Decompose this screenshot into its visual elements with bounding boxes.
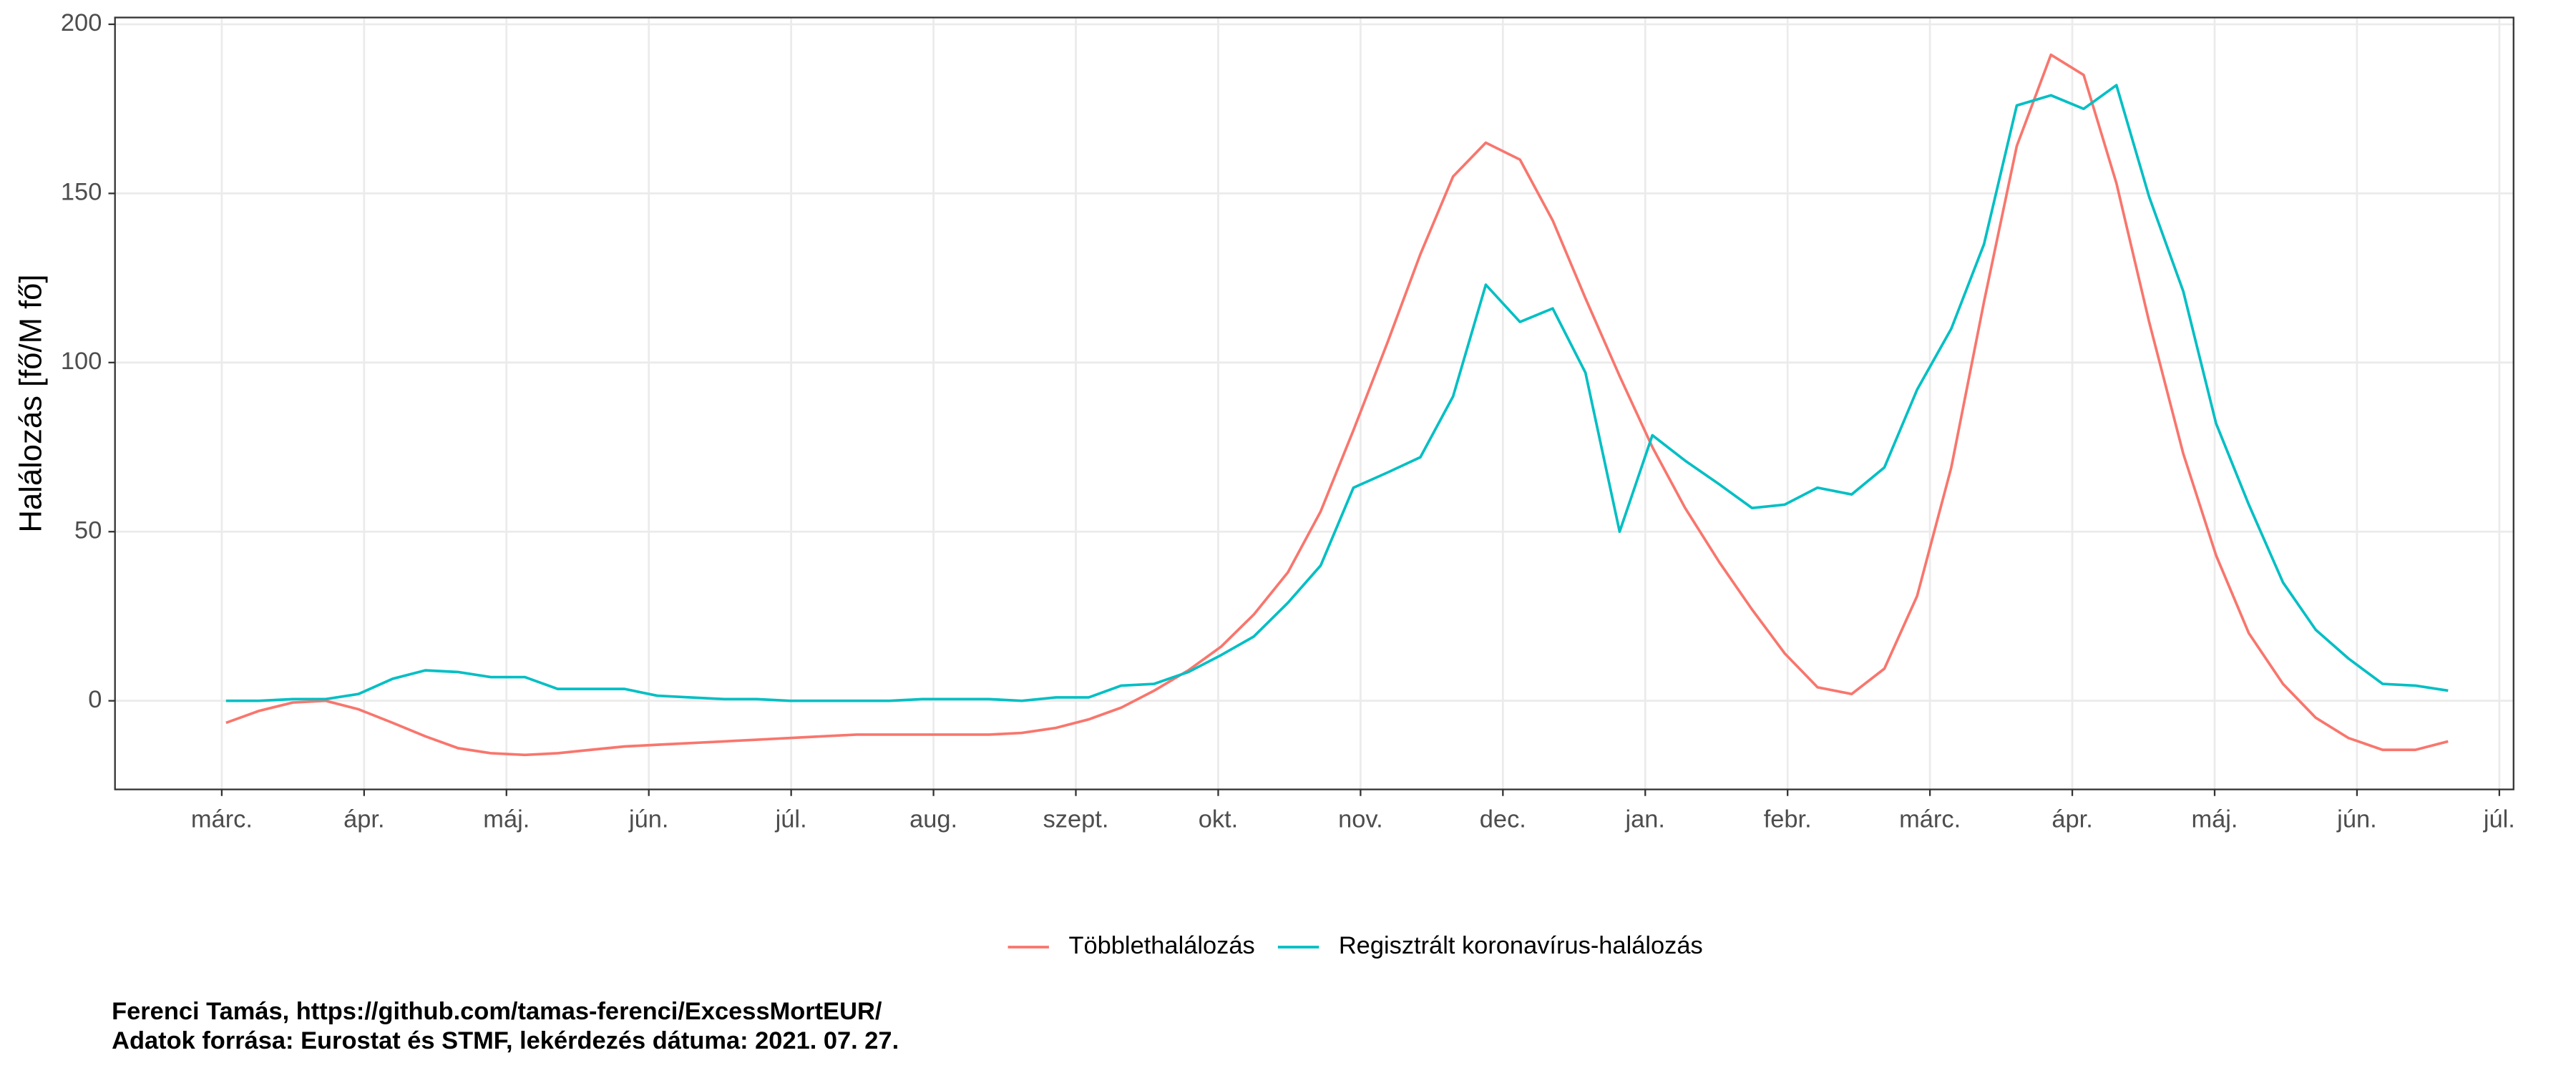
series-line	[225, 53, 2449, 757]
caption: Adatok forrása: Eurostat és STMF, lekérd…	[112, 1027, 899, 1054]
x-tick-label: ápr.	[2051, 805, 2092, 833]
x-tick-label: okt.	[1199, 805, 1238, 833]
y-tick-label: 50	[74, 516, 102, 544]
x-tick-label: júl.	[775, 805, 807, 833]
x-tick-label: máj.	[483, 805, 530, 833]
y-tick-label: 100	[61, 348, 102, 375]
plot-frame	[114, 16, 2514, 790]
x-tick-label: dec.	[1480, 805, 1526, 833]
x-tick-label: jún.	[2336, 805, 2377, 833]
x-tick-label: jún.	[628, 805, 669, 833]
x-tick-label: febr.	[1764, 805, 1812, 833]
legend-label: Többlethalálozás	[1068, 932, 1254, 959]
x-tick-label: jan.	[1625, 805, 1666, 833]
x-tick-label: márc.	[191, 805, 253, 833]
y-tick-label: 200	[61, 9, 102, 36]
series-line	[225, 84, 2449, 702]
x-tick-label: szept.	[1043, 805, 1109, 833]
x-tick-label: aug.	[909, 805, 957, 833]
x-tick-label: nov.	[1338, 805, 1383, 833]
x-tick-label: márc.	[1899, 805, 1961, 833]
legend-label: Regisztrált koronavírus-halálozás	[1339, 932, 1703, 959]
x-tick-label: ápr.	[343, 805, 384, 833]
y-axis-title: Halálozás [fő/M fő]	[14, 274, 48, 532]
caption: Ferenci Tamás, https://github.com/tamas-…	[112, 998, 882, 1025]
x-tick-label: máj.	[2191, 805, 2238, 833]
y-tick-label: 150	[61, 178, 102, 205]
y-tick-label: 0	[88, 686, 102, 713]
x-tick-label: júl.	[2483, 805, 2515, 833]
